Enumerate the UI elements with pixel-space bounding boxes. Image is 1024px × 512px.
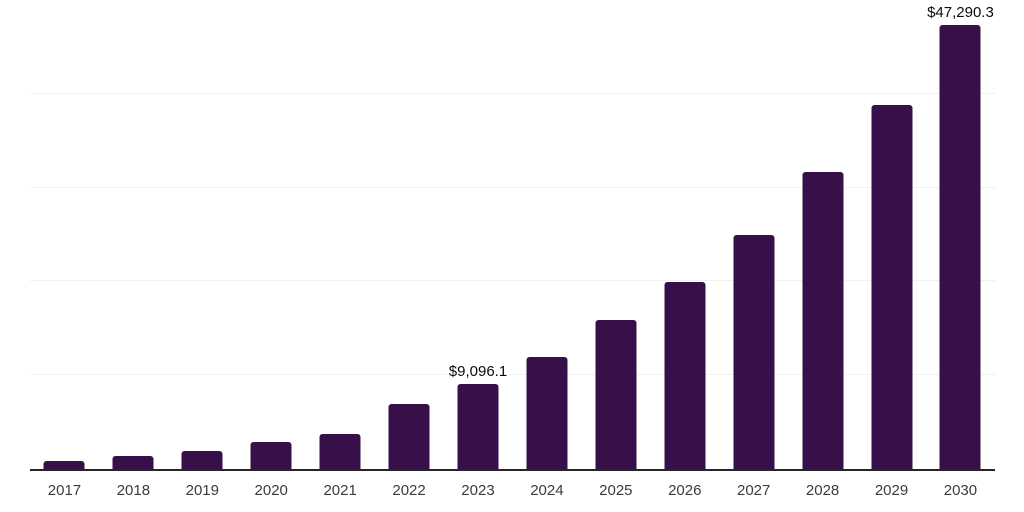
- bar-slot-2027: [719, 0, 788, 469]
- gridline-20000: [30, 280, 995, 282]
- x-axis-label-2019: 2019: [185, 482, 219, 499]
- bar-slot-2023: $9,096.1: [444, 0, 513, 469]
- bar-2022: [388, 404, 430, 469]
- bar-slot-2028: [788, 0, 857, 469]
- bar-slot-2020: [237, 0, 306, 469]
- x-axis-label-2022: 2022: [392, 482, 426, 499]
- bar-slot-2019: [168, 0, 237, 469]
- x-axis-label-2023: 2023: [461, 482, 495, 499]
- bar-2025: [595, 320, 637, 469]
- gridline-10000: [30, 374, 995, 376]
- gridline-30000: [30, 186, 995, 188]
- x-axis-label-2020: 2020: [254, 482, 288, 499]
- bar-slot-2022: [375, 0, 444, 469]
- x-axis-label-2029: 2029: [874, 482, 909, 499]
- bar-value-label-2023: $9,096.1: [446, 362, 510, 380]
- bar-2019: [181, 450, 223, 469]
- bar-value-label-2030: $47,290.3: [925, 4, 996, 22]
- bar-2021: [319, 434, 361, 469]
- x-axis-label-2028: 2028: [805, 482, 840, 499]
- bar-slot-2017: [30, 0, 99, 469]
- bar-slot-2021: [306, 0, 375, 469]
- bar-2029: [871, 104, 913, 469]
- bar-slot-2030: $47,290.3: [925, 0, 996, 469]
- x-axis-label-2027: 2027: [736, 482, 771, 499]
- bar-2023: [457, 383, 499, 469]
- x-axis-label-2021: 2021: [323, 482, 357, 499]
- bar-slot-2029: [857, 0, 926, 469]
- x-axis-labels: 2017 2018 2019 2020 2021 2022 2023 2024 2025 2026…: [30, 482, 995, 500]
- bar-2030: [939, 25, 981, 469]
- bar-2018: [112, 456, 154, 469]
- bar-slot-2024: [512, 0, 581, 469]
- bar-2026: [664, 281, 706, 469]
- x-axis-label-2030: 2030: [943, 482, 978, 499]
- x-axis-label-2026: 2026: [668, 482, 702, 499]
- x-axis-label-2018: 2018: [116, 482, 151, 499]
- bar-slot-2026: [650, 0, 719, 469]
- gridline-40000: [30, 92, 995, 94]
- bar-slot-2025: [581, 0, 650, 469]
- bar-2024: [526, 357, 568, 469]
- bar-2017: [43, 461, 85, 469]
- bar-slot-2018: [99, 0, 168, 469]
- plot-area: $9,096.1 $47,290.3: [30, 0, 996, 469]
- bar-2027: [733, 234, 775, 469]
- x-axis-label-2024: 2024: [530, 482, 564, 499]
- x-axis-label-2025: 2025: [599, 482, 633, 499]
- x-axis-label-2017: 2017: [47, 482, 82, 499]
- bars-row: $9,096.1 $47,290.3: [30, 0, 996, 469]
- bar-2028: [802, 171, 844, 469]
- x-axis-line: [30, 469, 995, 471]
- bar-2020: [250, 441, 292, 469]
